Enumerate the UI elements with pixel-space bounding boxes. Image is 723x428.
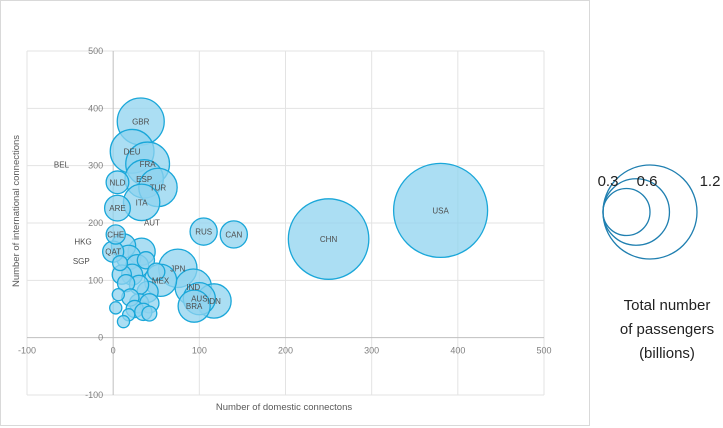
legend-label-0.3: 0.3 (598, 173, 619, 190)
legend-label-0.6: 0.6 (637, 173, 658, 190)
bubble-label-aut: AUT (144, 218, 160, 227)
bubble-label-fra: FRA (140, 160, 157, 169)
legend-title-line-3: (billions) (639, 345, 695, 362)
y-tick-label: 400 (88, 103, 103, 113)
bubble-label-che: CHE (107, 230, 124, 239)
bubble-label-idn: IDN (207, 297, 221, 306)
bubble-label-jpn: JPN (170, 264, 185, 273)
bubble-label-ita: ITA (136, 198, 149, 207)
bubble (136, 251, 156, 270)
bubble-chn (287, 198, 370, 280)
bubble-label-usa: USA (432, 206, 449, 215)
bubble-label-are: ARE (109, 204, 125, 213)
x-tick-label: 300 (364, 346, 379, 356)
bubble-label-gbr: GBR (132, 118, 150, 127)
legend-title-line-2: of passengers (620, 321, 714, 338)
axis-layer: -100 0 100 200 300 400 500 -100 0 100 200 300 400 500 (18, 46, 552, 400)
bubble-label-chn: CHN (320, 235, 338, 244)
bubble-label-deu: DEU (124, 147, 141, 156)
x-tick-label: -100 (18, 346, 36, 356)
legend-circle-0.3 (602, 187, 651, 237)
y-tick-label: 0 (98, 333, 103, 343)
size-legend: Total number of passengers (billions) 0.… (598, 164, 721, 362)
bubble (111, 287, 126, 302)
y-axis-title: Number of international connections (11, 135, 22, 287)
y-tick-label: 100 (88, 275, 103, 285)
bubble-label-nld: NLD (109, 178, 125, 187)
chart-frame (0, 0, 590, 426)
bubble-label-sgp: SGP (73, 257, 90, 266)
x-axis-title: Number of domestic connectons (216, 402, 352, 413)
x-tick-label: 200 (278, 346, 293, 356)
bubble (147, 262, 166, 281)
bubble-label-rus: RUS (195, 228, 212, 237)
bubble-che (105, 224, 126, 245)
bubble (109, 301, 123, 315)
bubble (141, 305, 158, 322)
bubble-label-aus: AUS (191, 295, 207, 304)
y-tick-label: 300 (88, 161, 103, 171)
y-tick-label: -100 (85, 390, 103, 400)
bubble-nld (105, 170, 130, 195)
bubble (111, 255, 129, 272)
y-tick-label: 500 (88, 46, 103, 56)
x-tick-label: 400 (450, 346, 465, 356)
legend-title-line-1: Total number (624, 297, 711, 314)
bubble-label-can: CAN (225, 230, 242, 239)
y-tick-label: 200 (88, 218, 103, 228)
x-tick-label: 500 (536, 346, 551, 356)
bubble-label-tur: TUR (150, 183, 167, 192)
bubble-label-hkg: HKG (74, 237, 91, 246)
x-tick-label: 100 (192, 346, 207, 356)
bubble (116, 314, 131, 329)
bubble-label-bel: BEL (54, 161, 70, 170)
legend-label-1.2: 1.2 (700, 173, 721, 190)
legend-circle-1.2 (602, 164, 698, 260)
bubble-bra (177, 289, 211, 323)
bubble-layer (102, 97, 489, 329)
bubble-label-ind: IND (186, 283, 200, 292)
bubble-label-bra: BRA (186, 302, 203, 311)
bubble-label-esp: ESP (136, 175, 152, 184)
bubble-usa (392, 162, 489, 259)
x-tick-label: 0 (111, 346, 116, 356)
bubble-are (103, 194, 131, 222)
bubble-rus (189, 217, 218, 246)
bubble-label-mex: MEX (152, 276, 170, 285)
bubble-can (219, 220, 249, 249)
bubble-label-qat: QAT (105, 248, 121, 257)
